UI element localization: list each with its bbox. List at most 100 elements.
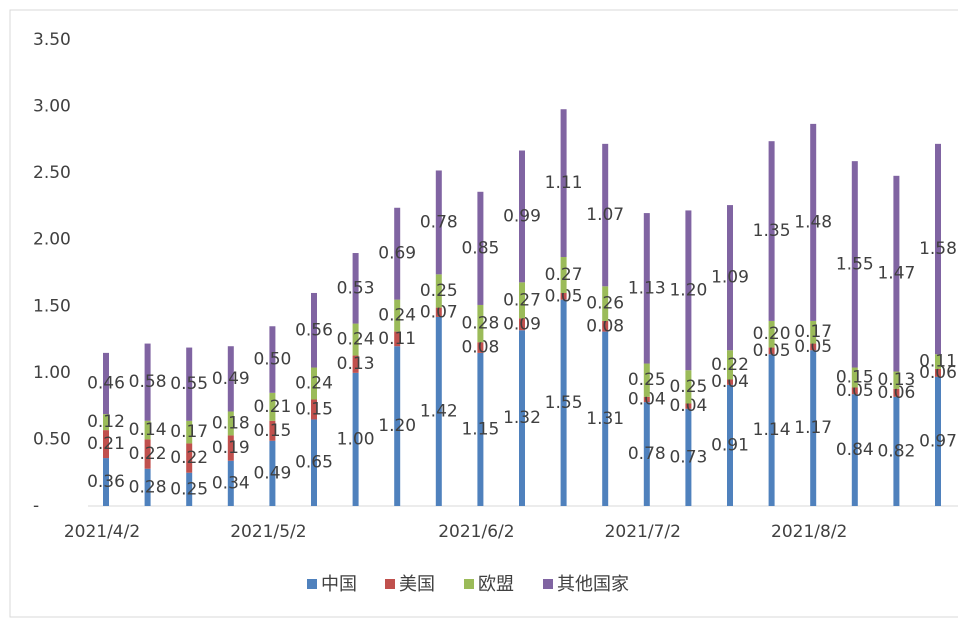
bar-segment — [685, 408, 692, 506]
bar-segment — [851, 367, 858, 388]
data-label: 0.73 — [669, 447, 707, 467]
data-label: 0.11 — [378, 329, 416, 349]
bar-segment — [810, 320, 817, 344]
data-label: 0.56 — [295, 320, 333, 340]
data-label: 0.55 — [170, 374, 208, 394]
data-label: 1.14 — [753, 420, 791, 440]
bar-segment — [394, 331, 401, 347]
x-tick-label: 2021/5/2 — [230, 522, 306, 542]
y-tick-label: 2.50 — [33, 163, 71, 183]
data-label: 0.69 — [378, 244, 416, 264]
bar-segment — [477, 304, 484, 343]
bar-segment — [352, 253, 359, 324]
data-label: 1.32 — [503, 408, 541, 428]
bar-segment — [186, 472, 193, 506]
bar-segment — [810, 350, 817, 506]
data-label: 0.85 — [461, 238, 499, 258]
x-tick-label: 2021/7/2 — [605, 522, 681, 542]
data-label: 1.55 — [545, 393, 583, 413]
bar-segment — [643, 213, 650, 364]
data-label: 0.19 — [212, 438, 250, 458]
data-label: 0.09 — [503, 314, 541, 334]
data-label: 0.18 — [212, 413, 250, 433]
bar-segment — [768, 354, 775, 506]
bar-segment — [311, 292, 317, 368]
bar-segment — [560, 292, 567, 300]
data-label: 0.24 — [378, 306, 416, 326]
bar-segment — [935, 376, 941, 506]
data-label: 0.22 — [129, 444, 167, 464]
bar-segment — [103, 414, 109, 431]
bar-segment — [727, 384, 733, 506]
data-label: 0.58 — [129, 372, 167, 392]
bar-segment — [851, 394, 858, 506]
bar-segment — [602, 143, 609, 287]
data-label: 1.20 — [669, 280, 707, 300]
data-label: 0.04 — [711, 372, 749, 392]
bar-segment — [560, 299, 567, 506]
bar-segment — [602, 320, 609, 332]
bar-segment — [602, 286, 609, 321]
bar-segment — [227, 435, 234, 461]
bar-segment — [103, 458, 109, 506]
data-label: 1.48 — [794, 212, 832, 232]
bar-segment — [269, 392, 276, 421]
bar-segment — [186, 347, 193, 421]
bar-segment — [519, 318, 525, 331]
bar-segment — [560, 257, 567, 293]
bar-segment — [477, 352, 484, 506]
bar-segment — [186, 443, 193, 473]
data-label: 0.17 — [794, 322, 832, 342]
bar-segment — [186, 420, 193, 444]
data-label: 0.11 — [919, 352, 957, 372]
bar-segment — [893, 371, 900, 389]
bar-segment — [935, 354, 941, 369]
legend-label: 中国 — [321, 574, 357, 595]
x-tick-label: 2021/4/2 — [64, 522, 140, 542]
data-label: 1.15 — [461, 419, 499, 439]
data-label: 0.20 — [753, 324, 791, 344]
data-label: 1.07 — [586, 205, 624, 225]
bar-segment — [768, 141, 775, 321]
legend-swatch — [307, 579, 317, 589]
data-label: 0.08 — [461, 338, 499, 358]
bar-segment — [144, 343, 151, 421]
bar-segment — [893, 396, 900, 506]
data-label: 0.26 — [586, 294, 624, 314]
bar-segment — [435, 274, 442, 308]
bar-segment — [560, 109, 567, 258]
data-label: 1.31 — [586, 409, 624, 429]
y-tick-label: 1.50 — [33, 296, 71, 316]
data-label: 0.21 — [87, 434, 125, 454]
bar-segment — [519, 330, 525, 506]
bar-segment — [227, 460, 234, 506]
data-label: 0.13 — [337, 354, 375, 374]
data-label: 0.04 — [628, 389, 666, 409]
data-label: 0.05 — [836, 381, 874, 401]
bar-segment — [727, 205, 733, 351]
bar-segment — [103, 430, 109, 459]
bar-segment — [352, 355, 359, 373]
bar-segment — [643, 402, 650, 506]
bar-segment — [227, 411, 234, 436]
bar-segment — [394, 346, 401, 506]
data-label: 0.05 — [753, 341, 791, 361]
bar-segment — [311, 367, 317, 400]
data-label: 0.07 — [420, 302, 458, 322]
data-label: 0.28 — [129, 477, 167, 497]
data-label: 0.05 — [545, 286, 583, 306]
bar-segment — [394, 207, 401, 300]
x-tick-label: 2021/6/2 — [438, 522, 514, 542]
bar-segment — [685, 210, 692, 371]
bar-segment — [311, 399, 317, 420]
bar-segment — [435, 170, 442, 275]
y-tick-label: 3.50 — [33, 30, 71, 50]
data-label: 0.17 — [170, 422, 208, 442]
bar-segment — [893, 175, 900, 372]
data-label: 0.22 — [711, 355, 749, 375]
x-tick-label: 2021/8/2 — [771, 522, 847, 542]
bar-segment — [768, 320, 775, 348]
data-label: 0.14 — [129, 420, 167, 440]
